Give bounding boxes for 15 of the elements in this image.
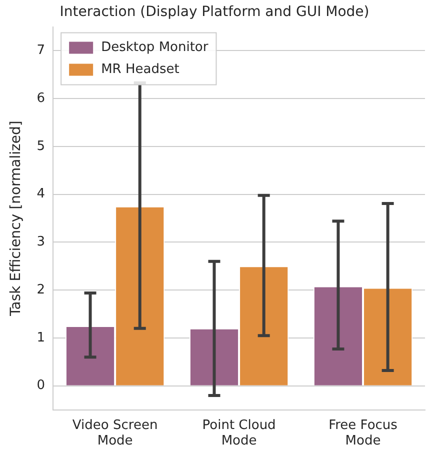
- y-tick-label: 5: [36, 138, 46, 154]
- x-tick-label: Free Focus Mode: [328, 418, 398, 449]
- y-tick-label: 4: [36, 186, 46, 202]
- x-tick-label: Video Screen Mode: [72, 418, 158, 449]
- y-tick-label: 7: [36, 43, 46, 58]
- y-axis-title: Task Efficiency [normalized]: [8, 120, 24, 317]
- legend-label: Desktop Monitor: [101, 40, 209, 56]
- y-tick-label: 2: [36, 282, 46, 298]
- legend-label: MR Headset: [101, 62, 180, 78]
- y-tick-label: 0: [36, 378, 46, 394]
- chart-title: Interaction (Display Platform and GUI Mode): [60, 4, 370, 20]
- y-tick-label: 1: [36, 330, 46, 346]
- y-tick-label: 3: [36, 234, 46, 250]
- y-tick-label: 6: [36, 90, 46, 106]
- x-tick-label: Point Cloud Mode: [202, 418, 276, 449]
